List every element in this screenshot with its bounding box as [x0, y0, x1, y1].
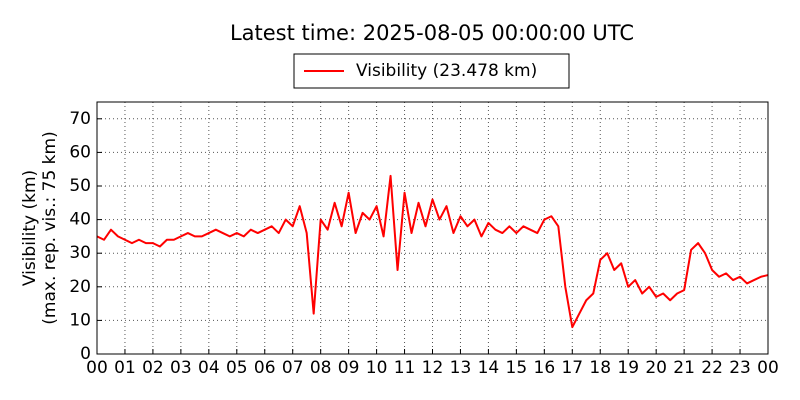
x-tick-label: 02 — [142, 358, 164, 378]
y-tick-label: 50 — [69, 176, 91, 196]
y-tick-label: 0 — [80, 344, 91, 364]
x-tick-label: 00 — [757, 358, 779, 378]
plot-frame — [96, 101, 769, 355]
x-tick-label: 17 — [561, 358, 583, 378]
y-tick-label: 60 — [69, 142, 91, 162]
x-tick-label: 22 — [701, 358, 723, 378]
x-tick-label: 10 — [366, 358, 388, 378]
data-line — [96, 174, 769, 329]
x-tick-label: 11 — [394, 358, 416, 378]
x-tick-label: 19 — [617, 358, 639, 378]
x-tick-label: 13 — [450, 358, 472, 378]
y-tick-label: 70 — [69, 109, 91, 129]
x-tick-label: 03 — [170, 358, 192, 378]
x-tick-label: 09 — [338, 358, 360, 378]
x-tick-label: 07 — [282, 358, 304, 378]
y-tick-label: 40 — [69, 210, 91, 230]
y-tick-label: 30 — [69, 243, 91, 263]
x-tick-label: 16 — [534, 358, 556, 378]
chart-title: Latest time: 2025-08-05 00:00:00 UTC — [230, 21, 634, 45]
y-axis-label: (max. rep. vis.: 75 km) — [40, 131, 60, 324]
y-tick-label: 20 — [69, 277, 91, 297]
x-tick-label: 01 — [114, 358, 136, 378]
x-tick-label: 18 — [589, 358, 611, 378]
x-tick-label: 15 — [506, 358, 528, 378]
x-tick-label: 20 — [645, 358, 667, 378]
x-tick-label: 04 — [198, 358, 220, 378]
x-tick-label: 21 — [673, 358, 695, 378]
legend-label: Visibility (23.478 km) — [356, 61, 537, 81]
x-tick-label: 06 — [254, 358, 276, 378]
y-tick-label: 10 — [69, 310, 91, 330]
x-tick-label: 12 — [422, 358, 444, 378]
x-tick-label: 08 — [310, 358, 332, 378]
y-axis-label: Visibility (km) — [20, 170, 40, 286]
x-tick-label: 05 — [226, 358, 248, 378]
x-tick-label: 23 — [729, 358, 751, 378]
x-tick-label: 14 — [478, 358, 500, 378]
x-tick-label: 00 — [86, 358, 108, 378]
